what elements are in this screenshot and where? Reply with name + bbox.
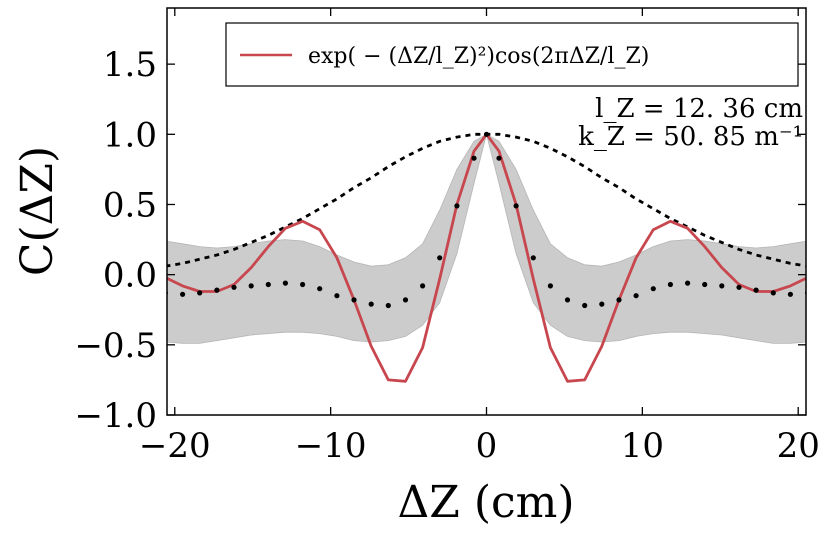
y-tick-label: −0.5 bbox=[74, 326, 157, 366]
x-tick-label: −20 bbox=[139, 426, 211, 466]
data-point bbox=[719, 283, 725, 289]
data-point bbox=[513, 203, 519, 209]
data-point bbox=[471, 155, 477, 161]
data-point bbox=[633, 293, 639, 299]
x-tick-label: 10 bbox=[621, 426, 664, 466]
y-tick-label: 1.5 bbox=[103, 45, 157, 85]
axis-ticks: −20 −10 0 10 20 −1.0 −0.5 0.0 0.5 1.0 1.5 bbox=[74, 8, 820, 466]
data-point bbox=[753, 287, 759, 293]
data-point bbox=[334, 293, 340, 299]
data-point bbox=[197, 290, 203, 296]
data-point bbox=[454, 203, 460, 209]
y-tick-label: −1.0 bbox=[74, 396, 157, 436]
data-point bbox=[214, 287, 220, 293]
data-point bbox=[582, 302, 588, 309]
y-tick-label: 0.0 bbox=[103, 256, 157, 296]
legend-entry-model: exp( − (ΔZ/l_Z)²)cos(2πΔZ/l_Z) bbox=[308, 44, 649, 69]
data-point bbox=[180, 291, 186, 297]
data-point bbox=[547, 283, 554, 289]
x-tick-label: 0 bbox=[476, 426, 498, 466]
plot-area bbox=[167, 131, 806, 383]
y-tick-label: 0.5 bbox=[103, 185, 157, 225]
data-point bbox=[616, 297, 622, 303]
annotation-kz: k_Z = 50. 85 m⁻¹ bbox=[578, 122, 803, 152]
data-point bbox=[667, 281, 674, 288]
data-point bbox=[248, 283, 254, 289]
y-axis-label: C(ΔZ) bbox=[12, 146, 63, 276]
data-point bbox=[420, 283, 426, 289]
data-point bbox=[564, 297, 571, 303]
data-point bbox=[385, 302, 391, 309]
data-point bbox=[496, 155, 502, 161]
data-point bbox=[736, 284, 742, 290]
data-point bbox=[437, 255, 443, 261]
data-point bbox=[317, 286, 323, 292]
data-point bbox=[483, 131, 490, 137]
data-point bbox=[787, 291, 794, 297]
annotation-lz: l_Z = 12. 36 cm bbox=[595, 94, 803, 124]
data-point bbox=[530, 255, 536, 261]
y-tick-label: 1.0 bbox=[103, 115, 157, 155]
x-tick-label: −10 bbox=[295, 426, 367, 466]
x-tick-label: 20 bbox=[777, 426, 820, 466]
data-point bbox=[685, 280, 691, 286]
uncertainty-band bbox=[167, 133, 806, 344]
data-point bbox=[402, 297, 409, 303]
legend-box bbox=[225, 22, 799, 87]
data-point bbox=[770, 290, 776, 296]
data-point bbox=[368, 301, 374, 307]
data-point bbox=[265, 281, 271, 288]
data-point bbox=[282, 280, 288, 286]
legend: exp( − (ΔZ/l_Z)²)cos(2πΔZ/l_Z) bbox=[225, 22, 799, 87]
data-point bbox=[702, 281, 708, 288]
data-point bbox=[231, 284, 237, 290]
data-point bbox=[300, 281, 306, 288]
data-point bbox=[351, 297, 357, 303]
data-point bbox=[599, 301, 605, 307]
x-axis-label: ΔZ (cm) bbox=[397, 477, 574, 528]
data-point bbox=[650, 286, 656, 292]
